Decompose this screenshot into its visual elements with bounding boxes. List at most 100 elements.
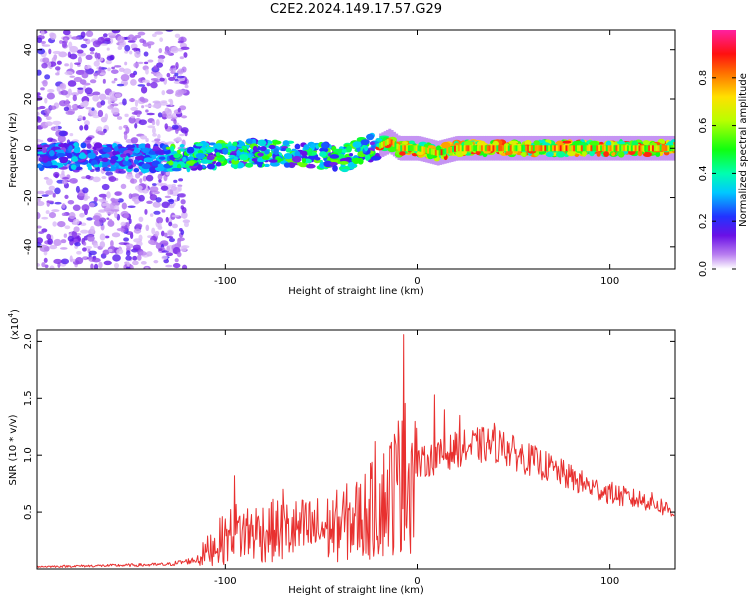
noise-blob xyxy=(176,196,180,202)
noise-blob xyxy=(85,174,91,180)
ridge-blob xyxy=(143,157,154,163)
noise-blob xyxy=(168,204,175,209)
noise-blob xyxy=(63,106,70,112)
noise-blob xyxy=(101,202,108,207)
noise-blob xyxy=(74,62,81,65)
ridge-core xyxy=(471,145,474,152)
noise-blob xyxy=(171,183,177,187)
noise-blob xyxy=(76,49,84,54)
ridge-core xyxy=(651,145,655,152)
noise-blob xyxy=(164,107,170,114)
noise-blob xyxy=(161,90,166,96)
noise-blob xyxy=(134,123,138,129)
ridge-core xyxy=(486,145,489,152)
ridge-blob xyxy=(408,140,415,145)
ridge-core xyxy=(625,145,628,152)
noise-blob xyxy=(136,113,141,118)
noise-blob xyxy=(156,62,164,68)
noise-blob xyxy=(81,176,87,179)
ridge-blob xyxy=(340,168,349,173)
noise-blob xyxy=(124,61,128,66)
ridge-blob xyxy=(283,152,293,160)
noise-blob xyxy=(154,230,160,237)
noise-blob xyxy=(85,54,93,61)
ridge-blob xyxy=(101,157,109,163)
ridge-blob xyxy=(70,164,77,170)
noise-blob xyxy=(37,201,45,207)
ridge-blob xyxy=(79,152,86,159)
ridge-core xyxy=(552,145,555,152)
ridge-blob xyxy=(186,160,196,165)
ridge-core xyxy=(623,145,626,152)
noise-blob xyxy=(68,212,76,220)
snr-y-ticks: 0.5 1.0 1.5 2.0 xyxy=(23,333,675,520)
noise-blob xyxy=(176,251,182,258)
ridge-blob xyxy=(37,163,42,168)
ridge-core xyxy=(519,145,522,152)
noise-blob xyxy=(82,187,89,194)
snr-x-label: Height of straight line (km) xyxy=(288,585,424,596)
ridge-blob xyxy=(168,160,174,166)
ridge-core xyxy=(523,145,526,152)
ridge-core xyxy=(469,145,472,152)
noise-blob xyxy=(179,81,188,85)
ridge-core xyxy=(429,148,432,155)
noise-blob xyxy=(117,45,123,51)
ridge-core xyxy=(436,150,439,157)
snr-scale-prefix: (x10 xyxy=(10,317,21,340)
ridge-core xyxy=(565,145,568,152)
noise-blob xyxy=(143,51,149,57)
ridge-core xyxy=(601,145,605,152)
noise-blob xyxy=(103,260,112,266)
noise-blob xyxy=(142,175,148,182)
ridge-core xyxy=(546,145,549,152)
ridge-core xyxy=(438,149,441,156)
noise-blob xyxy=(166,72,171,78)
noise-blob xyxy=(98,66,102,74)
ridge-core xyxy=(380,141,384,148)
noise-blob xyxy=(37,107,42,110)
ridge-blob xyxy=(215,161,222,167)
ridge-core xyxy=(548,145,551,152)
noise-blob xyxy=(153,259,159,264)
ridge-blob xyxy=(37,144,44,151)
noise-blob xyxy=(85,30,94,38)
ridge-core xyxy=(484,145,487,152)
ridge-core xyxy=(494,145,497,152)
spectrogram-y-tick-label: -20 xyxy=(23,189,34,205)
ridge-core xyxy=(407,145,411,152)
ridge-core xyxy=(611,145,614,152)
noise-blob xyxy=(146,112,155,116)
noise-blob xyxy=(44,108,51,115)
noise-blob xyxy=(54,187,61,195)
noise-blob xyxy=(83,241,87,246)
noise-blob xyxy=(49,265,55,269)
ridge-blob xyxy=(637,150,643,157)
ridge-blob xyxy=(207,148,214,153)
noise-blob xyxy=(53,238,62,247)
ridge-blob xyxy=(348,153,354,157)
noise-blob xyxy=(130,43,138,50)
ridge-blob xyxy=(245,138,253,145)
noise-blob xyxy=(128,116,136,124)
ridge-blob xyxy=(239,153,249,161)
ridge-blob xyxy=(241,145,247,150)
spectrogram-y-tick-label: 40 xyxy=(23,43,34,56)
noise-blob xyxy=(93,263,99,269)
noise-blob xyxy=(113,262,120,269)
noise-blob xyxy=(79,125,84,131)
colorbar-tick-label: 0.8 xyxy=(698,70,709,86)
noise-blob xyxy=(168,76,176,81)
noise-blob xyxy=(99,209,105,213)
ridge-blob xyxy=(142,147,150,154)
noise-blob xyxy=(117,35,125,44)
ridge-blob xyxy=(301,157,307,164)
noise-blob xyxy=(180,205,184,210)
noise-blob xyxy=(151,33,157,38)
ridge-core xyxy=(609,145,612,152)
noise-blob xyxy=(60,258,70,265)
ridge-core xyxy=(444,148,447,155)
ridge-blob xyxy=(360,139,370,145)
noise-blob xyxy=(175,136,182,142)
ridge-blob xyxy=(329,162,338,166)
